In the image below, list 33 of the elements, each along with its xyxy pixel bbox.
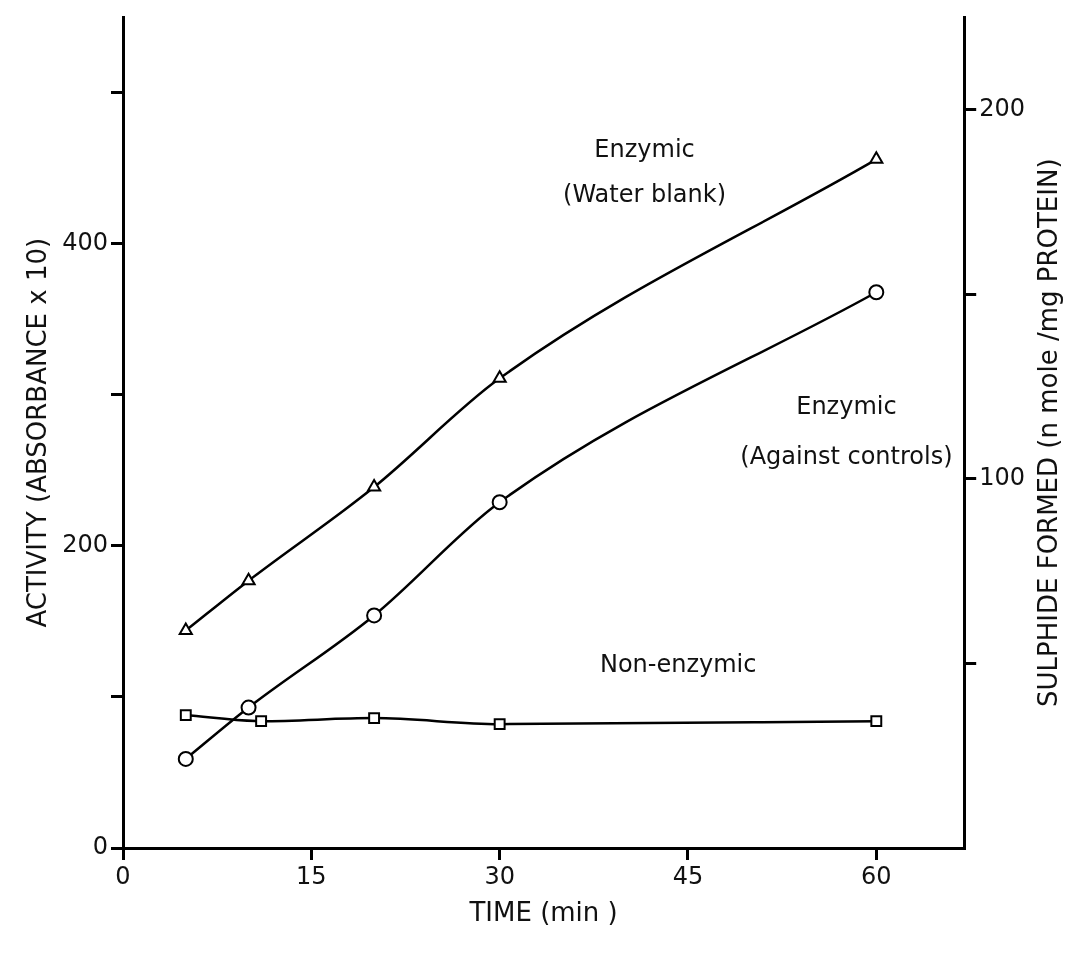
point (492, 370, 507, 383)
point (179, 709, 192, 722)
annotation: (Against controls) (740, 441, 953, 470)
point (240, 699, 257, 716)
x-tick-label: 60 (861, 861, 892, 890)
annotation: Non-enzymic (599, 649, 757, 678)
x-tick-label: 0 (115, 861, 131, 890)
y-axis-title: ACTIVITY (ABSORBANCE x 10) (22, 237, 53, 628)
point (255, 715, 268, 728)
y-tick-label: 0 (92, 832, 109, 861)
point (367, 479, 382, 492)
x-tick-label: 45 (672, 861, 704, 890)
y2-tick-label: 200 (979, 93, 1025, 122)
y-tick-label: 200 (62, 530, 109, 559)
point (868, 284, 885, 301)
y2-tick-label: 100 (979, 463, 1025, 492)
annotation: (Water blank) (563, 180, 727, 209)
point (177, 750, 194, 767)
point (493, 718, 506, 731)
annotation: Enzymic (796, 392, 897, 421)
x-axis-title: TIME (min ) (468, 897, 618, 928)
point (870, 715, 883, 728)
y-tick-label: 400 (62, 228, 109, 257)
point (491, 494, 508, 511)
point (366, 607, 383, 624)
y2-axis-title: SULPHIDE FORMED (n mole /mg PROTEIN) (1032, 158, 1063, 707)
point (241, 572, 256, 586)
x-tick-label: 30 (484, 861, 515, 890)
x-tick-label: 15 (296, 861, 327, 890)
point (368, 712, 381, 725)
point (178, 622, 193, 636)
point (869, 151, 884, 164)
annotation: Enzymic (594, 134, 695, 163)
